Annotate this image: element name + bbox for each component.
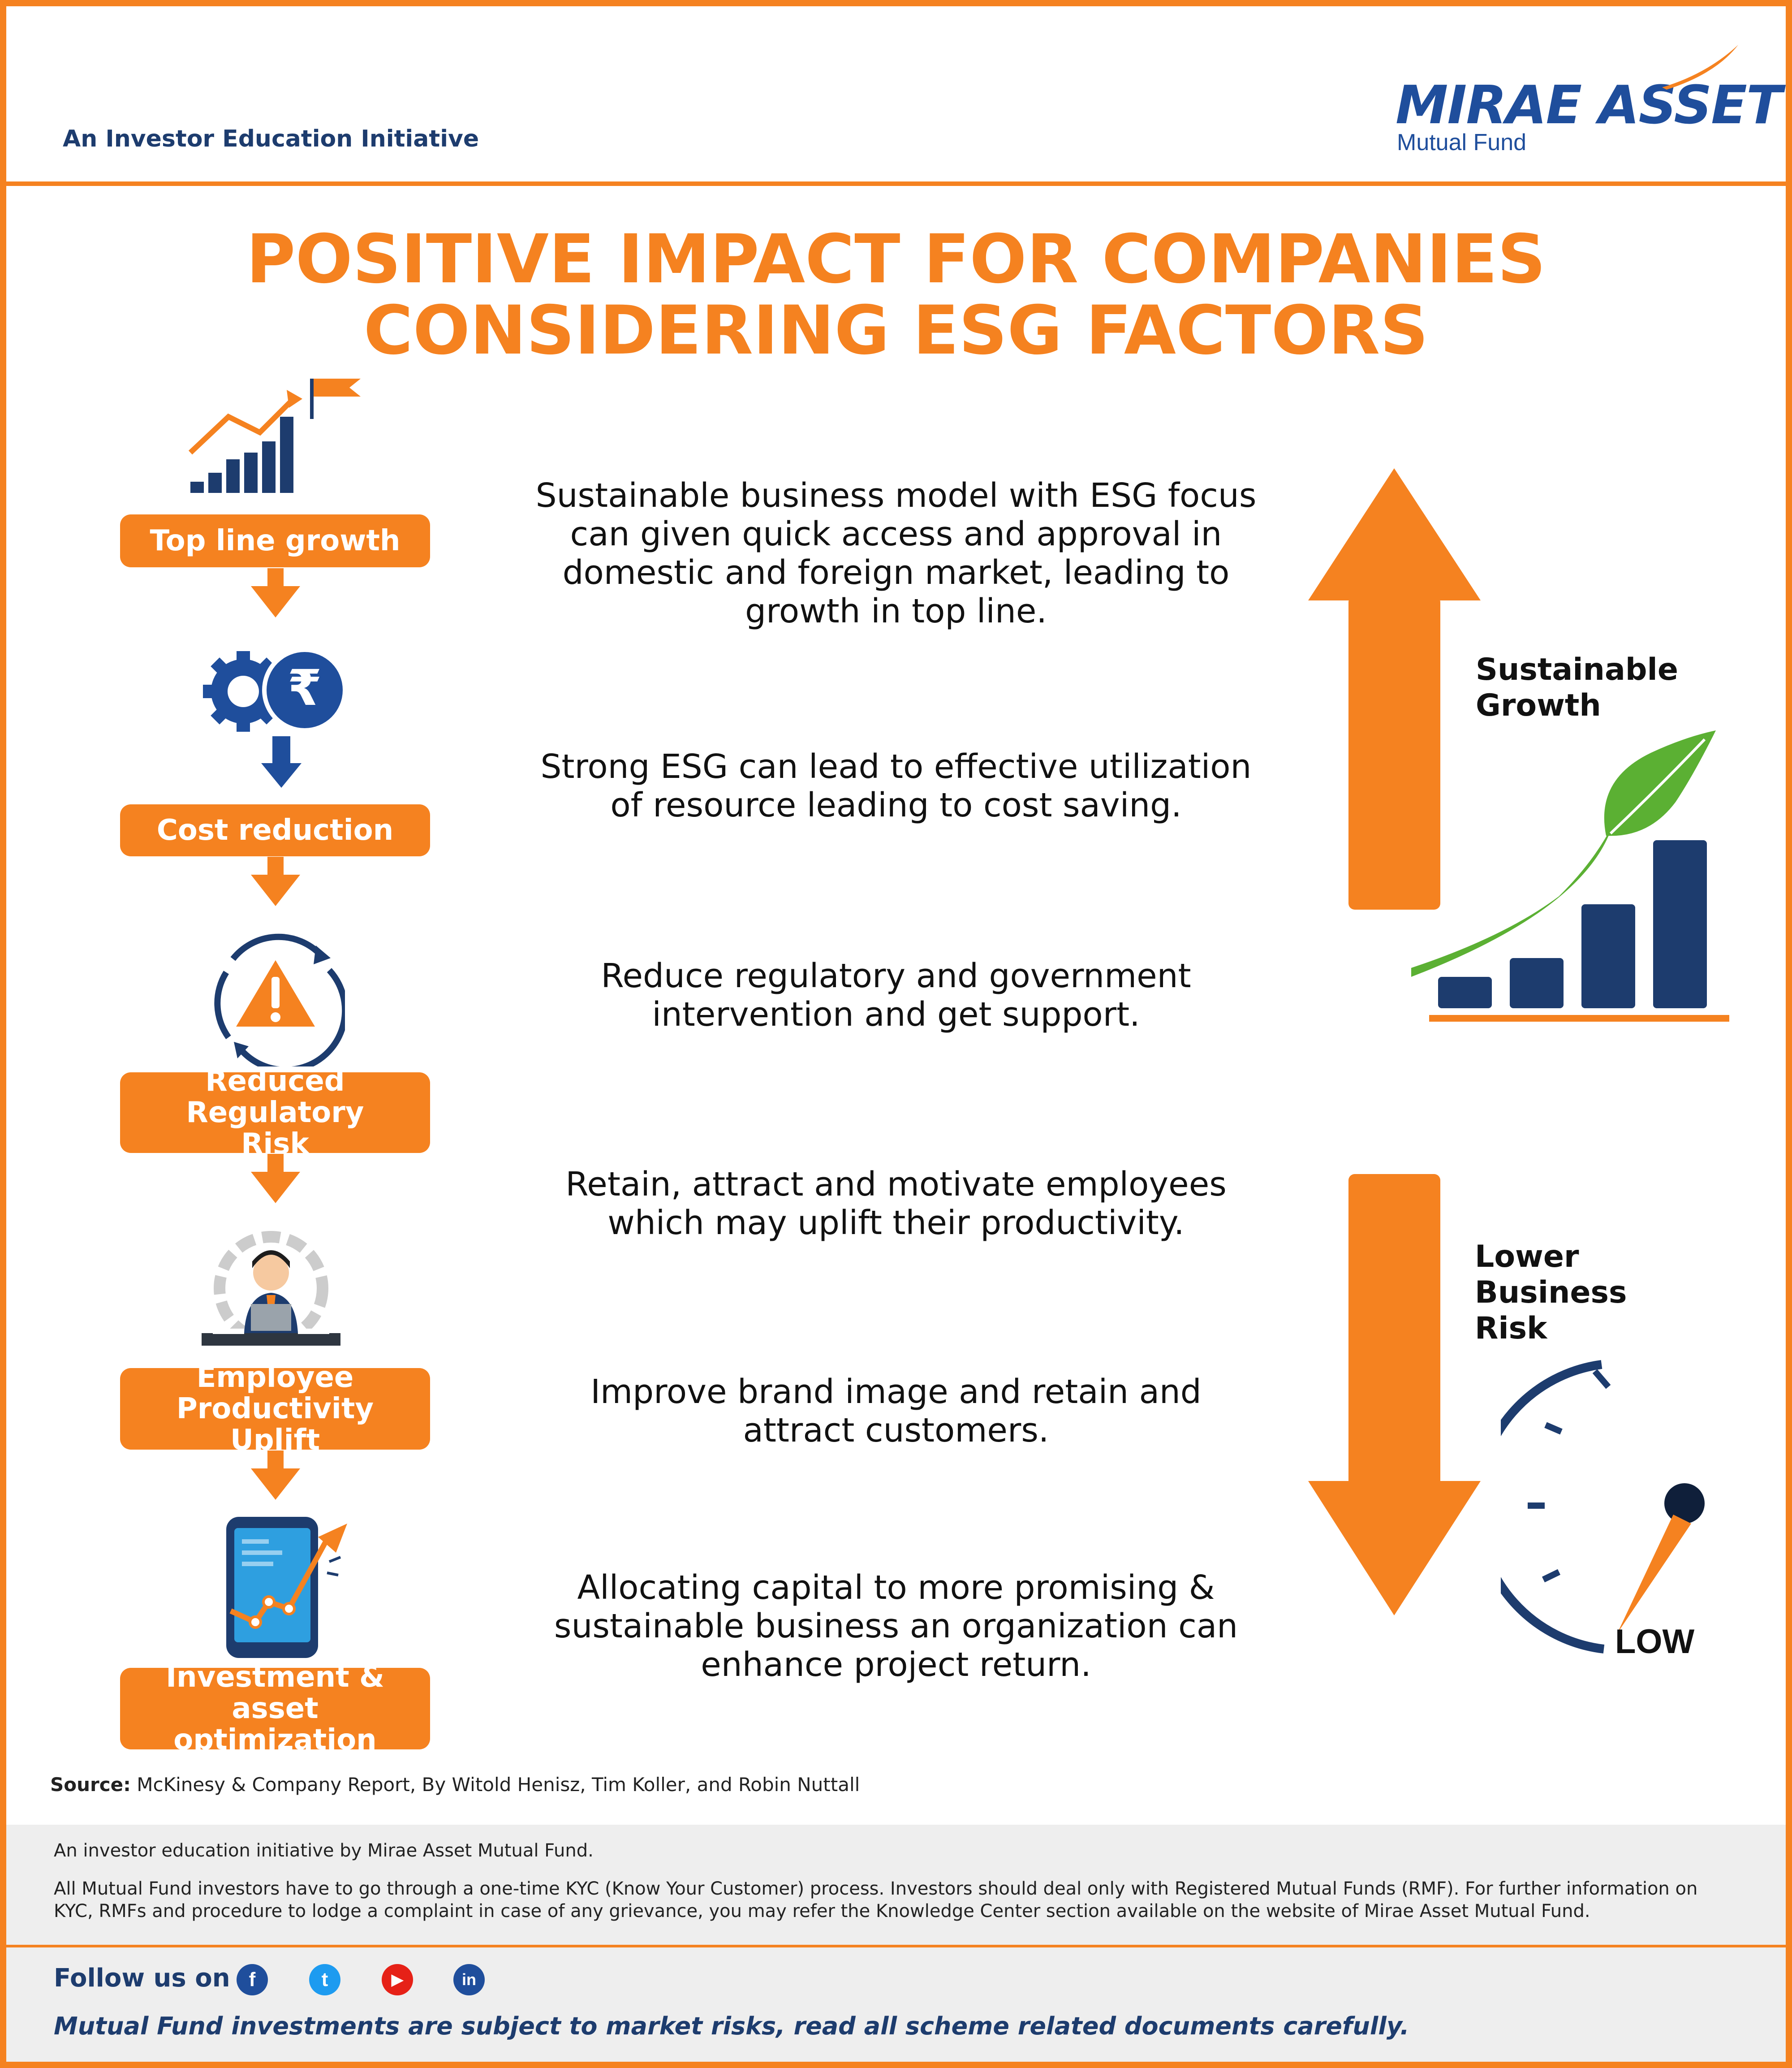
down-arrow-icon [251, 1451, 300, 1500]
big-down-arrow-icon [1308, 1174, 1481, 1615]
step-label-line1: Employee [196, 1361, 354, 1394]
step-label-line1: Investment & asset [166, 1661, 384, 1725]
description-top-line-growth: Sustainable business model with ESG focu… [535, 476, 1257, 630]
step-pill-employee-productivity: Employee Productivity Uplift [120, 1362, 430, 1456]
step-label: Top line growth [150, 524, 401, 557]
logo-wordmark: MIRAE ASSET [1396, 74, 1782, 136]
description-capital-allocation: Allocating capital to more promising & su… [554, 1568, 1238, 1684]
source-citation: Source: McKinesy & Company Report, By Wi… [50, 1774, 860, 1796]
source-text: McKinesy & Company Report, By Witold Hen… [130, 1774, 860, 1796]
follow-us-label: Follow us on [54, 1964, 230, 1993]
footer-divider [6, 1945, 1786, 1947]
description-cost-reduction: Strong ESG can lead to effective utiliza… [540, 747, 1252, 825]
employee-desk-icon [202, 1231, 340, 1346]
facebook-icon[interactable]: f [237, 1964, 268, 1995]
big-up-arrow-icon [1308, 468, 1481, 910]
description-brand-image: Improve brand image and retain and attrac… [590, 1373, 1202, 1450]
step-label-line2: optimization [173, 1723, 377, 1757]
linkedin-icon[interactable]: in [453, 1964, 485, 1995]
footer-band [6, 1825, 1786, 2062]
down-arrow-icon [251, 1154, 300, 1203]
down-arrow-icon [251, 857, 300, 906]
header-divider [0, 181, 1792, 186]
step-label-line1: Reduced Regulatory [186, 1065, 364, 1129]
market-risk-disclaimer: Mutual Fund investments are subject to m… [54, 2012, 1409, 2040]
description-regulatory: Reduce regulatory and government interven… [601, 957, 1191, 1034]
gear-rupee-icon: ₹ [203, 648, 347, 788]
footer-kyc-text-line1: All Mutual Fund investors have to go thr… [54, 1878, 1698, 1899]
page-title-line1: POSITIVE IMPACT FOR COMPANIES [246, 220, 1546, 298]
growth-chart-flag-icon [188, 379, 361, 493]
source-label: Source: [50, 1774, 131, 1796]
youtube-icon[interactable]: ▶ [382, 1964, 413, 1995]
description-employees: Retain, attract and motivate employees wh… [565, 1165, 1227, 1242]
lower-business-risk-label: Lower Business Risk [1475, 1239, 1627, 1346]
phone-chart-icon [226, 1517, 347, 1658]
step-pill-investment-optimization: Investment & asset optimization [120, 1662, 430, 1756]
growth-bars-leaf-icon [1411, 730, 1729, 1022]
svg-text:₹: ₹ [288, 659, 322, 717]
header-tagline: An Investor Education Initiative [63, 125, 479, 152]
step-label-line2: Productivity Uplift [176, 1392, 374, 1457]
twitter-icon[interactable]: t [309, 1964, 340, 1995]
sustainable-growth-label: Sustainable Growth [1476, 652, 1678, 723]
risk-gauge-icon [1501, 1360, 1705, 1654]
logo-subtitle: Mutual Fund [1397, 130, 1527, 155]
logo-swoosh-icon [1662, 45, 1738, 90]
footer-kyc-text-line2: KYC, RMFs and procedure to lodge a compl… [54, 1901, 1590, 1921]
gauge-low-label: LOW [1615, 1623, 1695, 1661]
step-pill-cost-reduction: Cost reduction [120, 804, 430, 856]
page-title-line2: CONSIDERING ESG FACTORS [363, 292, 1429, 370]
down-arrow-icon [251, 568, 300, 617]
step-pill-regulatory-risk: Reduced Regulatory Risk [120, 1066, 430, 1160]
footer-initiative-text: An investor education initiative by Mira… [54, 1840, 594, 1861]
warning-cycle-icon [214, 933, 345, 1066]
step-pill-top-line-growth: Top line growth [120, 514, 430, 567]
step-label: Cost reduction [156, 814, 394, 847]
